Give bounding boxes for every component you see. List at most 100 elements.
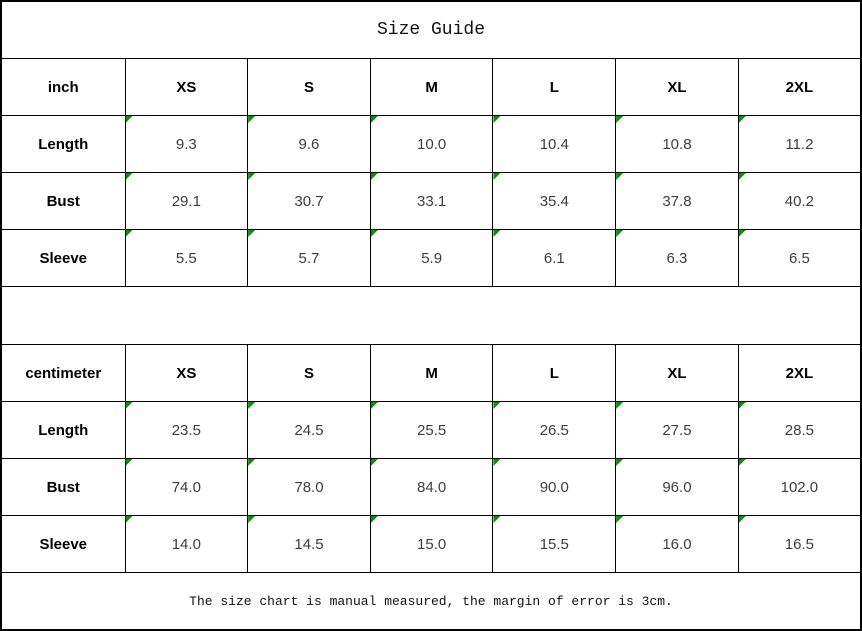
size-value-cell: 14.0	[124, 515, 249, 573]
size-value: 9.3	[175, 135, 197, 153]
cell-marker-triangle-icon	[739, 230, 746, 237]
size-value-cell: 14.5	[247, 515, 371, 573]
inch-sleeve-row: Sleeve 5.5 5.7 5.9 6.1 6.3 6.5	[0, 229, 862, 287]
cell-marker-triangle-icon	[371, 402, 378, 409]
cell-marker-triangle-icon	[125, 459, 133, 466]
size-value-cell: 5.5	[124, 229, 249, 287]
size-value-cell: 26.5	[492, 401, 617, 459]
cell-marker-triangle-icon	[739, 402, 746, 409]
size-value-cell: 10.4	[492, 115, 617, 173]
size-value: 5.9	[421, 249, 443, 267]
size-value: 27.5	[662, 421, 692, 439]
column-header-m: M	[369, 344, 494, 402]
row-label-bust: Bust	[0, 172, 126, 230]
size-value: 5.5	[175, 249, 197, 267]
size-value-cell: 6.1	[492, 229, 617, 287]
size-value: 40.2	[784, 192, 814, 210]
cell-marker-triangle-icon	[248, 173, 256, 180]
size-value: 5.7	[298, 249, 320, 267]
size-value: 14.0	[171, 535, 201, 553]
column-header-m: M	[369, 58, 494, 116]
row-label-sleeve: Sleeve	[0, 515, 126, 573]
size-value-cell: 29.1	[124, 172, 249, 230]
size-value: 33.1	[417, 192, 447, 210]
size-value: 9.6	[298, 135, 320, 153]
size-value-cell: 9.3	[124, 115, 249, 173]
column-header-2xl: 2XL	[737, 344, 862, 402]
column-header-xl: XL	[615, 344, 739, 402]
cell-marker-triangle-icon	[125, 402, 133, 409]
footer-note: The size chart is manual measured, the m…	[0, 572, 862, 631]
size-value: 29.1	[171, 192, 201, 210]
centimeter-header-row: centimeter XS S M L XL 2XL	[0, 344, 862, 402]
cell-marker-triangle-icon	[493, 230, 501, 237]
size-value-cell: 6.5	[737, 229, 862, 287]
cm-sleeve-row: Sleeve 14.0 14.5 15.0 15.5 16.0 16.5	[0, 515, 862, 573]
size-value-cell: 96.0	[615, 458, 739, 516]
column-header-l: L	[492, 58, 617, 116]
size-value-cell: 33.1	[369, 172, 494, 230]
cell-marker-triangle-icon	[739, 173, 746, 180]
column-header-xs: XS	[124, 58, 249, 116]
column-header-2xl: 2XL	[737, 58, 862, 116]
cell-marker-triangle-icon	[616, 459, 624, 466]
cell-marker-triangle-icon	[371, 173, 378, 180]
size-value: 25.5	[417, 421, 447, 439]
cell-marker-triangle-icon	[616, 116, 624, 123]
size-value-cell: 15.0	[369, 515, 494, 573]
cell-marker-triangle-icon	[371, 116, 378, 123]
footer-row: The size chart is manual measured, the m…	[0, 572, 862, 631]
column-header-s: S	[247, 344, 371, 402]
size-value-cell: 30.7	[247, 172, 371, 230]
cell-marker-triangle-icon	[125, 173, 133, 180]
size-value: 90.0	[539, 478, 569, 496]
size-value-cell: 78.0	[247, 458, 371, 516]
size-value-cell: 5.9	[369, 229, 494, 287]
size-value-cell: 102.0	[737, 458, 862, 516]
size-value: 35.4	[539, 192, 569, 210]
cell-marker-triangle-icon	[371, 516, 378, 523]
size-value-cell: 16.5	[737, 515, 862, 573]
spacer-row	[0, 286, 862, 345]
cell-marker-triangle-icon	[493, 516, 501, 523]
size-value: 23.5	[171, 421, 201, 439]
cell-marker-triangle-icon	[248, 230, 256, 237]
unit-header-centimeter: centimeter	[0, 344, 126, 402]
column-header-xl: XL	[615, 58, 739, 116]
size-value-cell: 74.0	[124, 458, 249, 516]
size-value: 15.0	[417, 535, 447, 553]
inch-length-row: Length 9.3 9.6 10.0 10.4 10.8 11.2	[0, 115, 862, 173]
size-value: 10.0	[417, 135, 447, 153]
size-value: 102.0	[780, 478, 819, 496]
size-value-cell: 16.0	[615, 515, 739, 573]
size-value-cell: 90.0	[492, 458, 617, 516]
spacer-cell	[0, 286, 862, 345]
cell-marker-triangle-icon	[125, 116, 133, 123]
cell-marker-triangle-icon	[616, 402, 624, 409]
cell-marker-triangle-icon	[248, 402, 256, 409]
cell-marker-triangle-icon	[739, 116, 746, 123]
cell-marker-triangle-icon	[739, 516, 746, 523]
cell-marker-triangle-icon	[493, 459, 501, 466]
size-value-cell: 84.0	[369, 458, 494, 516]
size-value-cell: 6.3	[615, 229, 739, 287]
cell-marker-triangle-icon	[248, 116, 256, 123]
size-value-cell: 11.2	[737, 115, 862, 173]
inch-header-row: inch XS S M L XL 2XL	[0, 58, 862, 116]
size-value-cell: 5.7	[247, 229, 371, 287]
cm-length-row: Length 23.5 24.5 25.5 26.5 27.5 28.5	[0, 401, 862, 459]
size-value-cell: 25.5	[369, 401, 494, 459]
size-value: 16.5	[784, 535, 814, 553]
cell-marker-triangle-icon	[739, 459, 746, 466]
size-value-cell: 23.5	[124, 401, 249, 459]
size-value: 30.7	[294, 192, 324, 210]
size-value: 6.1	[543, 249, 565, 267]
size-value: 6.5	[788, 249, 810, 267]
column-header-s: S	[247, 58, 371, 116]
cell-marker-triangle-icon	[616, 173, 624, 180]
size-value-cell: 24.5	[247, 401, 371, 459]
size-value: 10.8	[662, 135, 692, 153]
cm-bust-row: Bust 74.0 78.0 84.0 90.0 96.0 102.0	[0, 458, 862, 516]
size-value: 84.0	[417, 478, 447, 496]
